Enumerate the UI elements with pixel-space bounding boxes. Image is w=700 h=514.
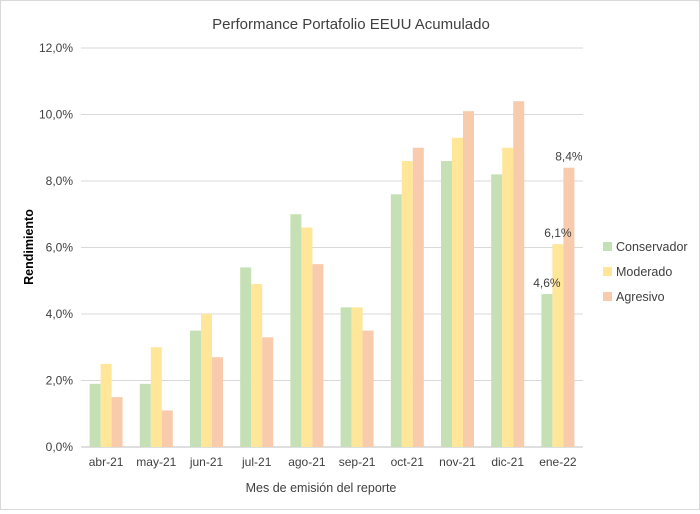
chart-title: Performance Portafolio EEUU Acumulado [212,16,490,33]
bar-conservador [89,383,101,447]
x-tick-label: dic-21 [491,455,524,469]
bar-agresivo [212,357,223,447]
bar-moderado [452,137,463,447]
legend-label: Moderado [616,265,672,279]
bar-moderado [301,227,313,447]
bar-moderado [251,284,263,447]
bar-conservador [541,294,553,447]
data-label: 6,1% [544,226,572,240]
y-axis-label: Rendimiento [22,209,36,285]
y-tick-label: 12,0% [39,41,73,55]
bar-agresivo [161,410,173,447]
legend-label: Agresivo [616,290,665,304]
bar-agresivo [111,397,123,447]
bar-agresivo [312,264,324,447]
bar-moderado [401,161,413,448]
bar-conservador [441,161,452,448]
x-tick-label: sep-21 [339,455,376,469]
data-label: 8,4% [555,150,583,164]
legend-label: Conservador [616,240,688,254]
x-tick-label: jun-21 [189,455,224,469]
bar-moderado [150,347,162,447]
bar-conservador [139,383,151,447]
legend-swatch [603,242,612,251]
data-label: 4,6% [533,276,561,290]
y-tick-label: 8,0% [46,174,74,188]
bar-conservador [491,174,503,447]
y-tick-label: 2,0% [46,374,74,388]
bar-agresivo [563,167,575,447]
legend-swatch [603,292,612,301]
bar-conservador [390,194,402,447]
bar-conservador [290,214,302,447]
bar-conservador [240,267,252,447]
x-tick-label: nov-21 [439,455,476,469]
x-tick-label: jul-21 [241,455,272,469]
y-tick-label: 4,0% [46,307,74,321]
bar-conservador [190,330,201,447]
x-axis-label: Mes de emisión del reporte [246,481,397,495]
bar-moderado [552,244,564,447]
y-tick-label: 0,0% [46,440,74,454]
bar-moderado [502,147,514,447]
x-tick-label: ene-22 [539,455,577,469]
legend: Conservador Moderado Agresivo [603,240,688,304]
data-labels: 4,6% 6,1% 8,4% [533,150,583,290]
x-tick-label: oct-21 [391,455,425,469]
legend-swatch [603,267,612,276]
bar-agresivo [362,330,374,447]
bar-moderado [351,307,363,447]
gridlines [81,47,583,448]
y-tick-label: 10,0% [39,108,73,122]
bar-moderado [201,314,212,447]
x-tick-label: ago-21 [288,455,326,469]
bar-conservador [340,307,352,447]
bars [89,101,575,448]
bar-moderado [100,363,112,447]
y-tick-label: 6,0% [46,241,74,255]
x-tick-label: abr-21 [89,455,124,469]
bar-agresivo [513,101,525,447]
x-tick-label: may-21 [136,455,176,469]
bar-agresivo [262,337,274,447]
bar-agresivo [412,147,424,447]
y-tick-labels: 0,0% 2,0% 4,0% 6,0% 8,0% 10,0% 12,0% [39,41,73,454]
x-tick-labels: abr-21 may-21 jun-21 jul-21 ago-21 sep-21 oct-… [89,455,577,469]
bar-agresivo [463,111,474,448]
